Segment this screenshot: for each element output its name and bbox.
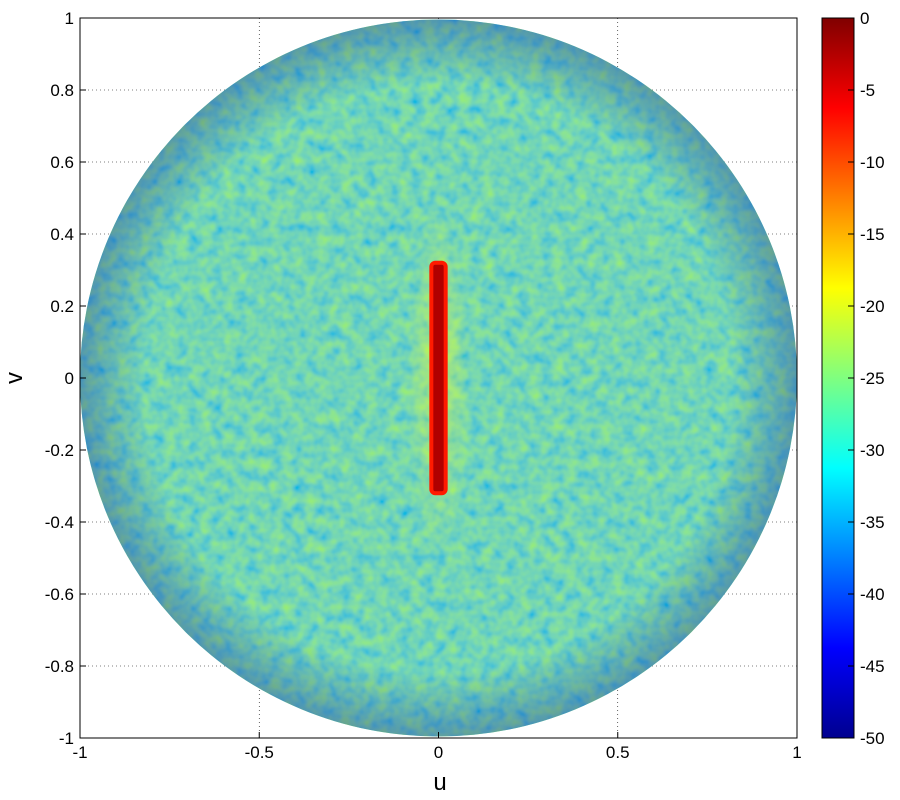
y-tick-label: 0 <box>65 369 74 388</box>
y-tick-label: 0.8 <box>50 81 74 100</box>
y-tick-label: -1 <box>59 729 74 748</box>
y-tick-label: -0.2 <box>45 441 74 460</box>
colorbar-tick-label: -30 <box>860 441 885 460</box>
colorbar-tick-label: -15 <box>860 225 885 244</box>
y-axis-ticks: 1 0.8 0.6 0.4 0.2 0 -0.2 -0.4 -0.6 -0.8 -1 <box>45 9 86 748</box>
x-tick-label: -0.5 <box>245 743 274 762</box>
colorbar-tick-label: -10 <box>860 153 885 172</box>
x-tick-label: -1 <box>72 743 87 762</box>
colorbar-tick-label: -35 <box>860 513 885 532</box>
colorbar-ticks: 0 -5 -10 -15 -20 -25 -30 -35 -40 -45 -50 <box>848 9 885 748</box>
y-tick-label: -0.6 <box>45 585 74 604</box>
colorbar-tick-label: -25 <box>860 369 885 388</box>
colorbar-tick-label: -40 <box>860 585 885 604</box>
heatmap-disk <box>80 19 797 737</box>
colorbar-tick-label: -5 <box>860 81 875 100</box>
x-axis-label: u <box>433 769 446 796</box>
y-tick-label: -0.4 <box>45 513 74 532</box>
main-lobe-bar <box>429 260 448 496</box>
colorbar-tick-label: -45 <box>860 657 885 676</box>
x-axis-ticks: -1 -0.5 0 0.5 1 <box>72 732 802 762</box>
colorbar-tick-label: -20 <box>860 297 885 316</box>
y-tick-label: 0.6 <box>50 153 74 172</box>
y-tick-label: -0.8 <box>45 657 74 676</box>
y-tick-label: 0.2 <box>50 297 74 316</box>
y-tick-label: 1 <box>65 9 74 28</box>
x-tick-label: 0 <box>434 743 443 762</box>
y-axis-label: v <box>1 372 28 384</box>
y-tick-label: 0.4 <box>50 225 74 244</box>
colorbar-tick-label: -50 <box>860 729 885 748</box>
x-tick-label: 0.5 <box>606 743 630 762</box>
colorbar-tick-label: 0 <box>860 9 869 28</box>
x-tick-label: 1 <box>792 743 801 762</box>
